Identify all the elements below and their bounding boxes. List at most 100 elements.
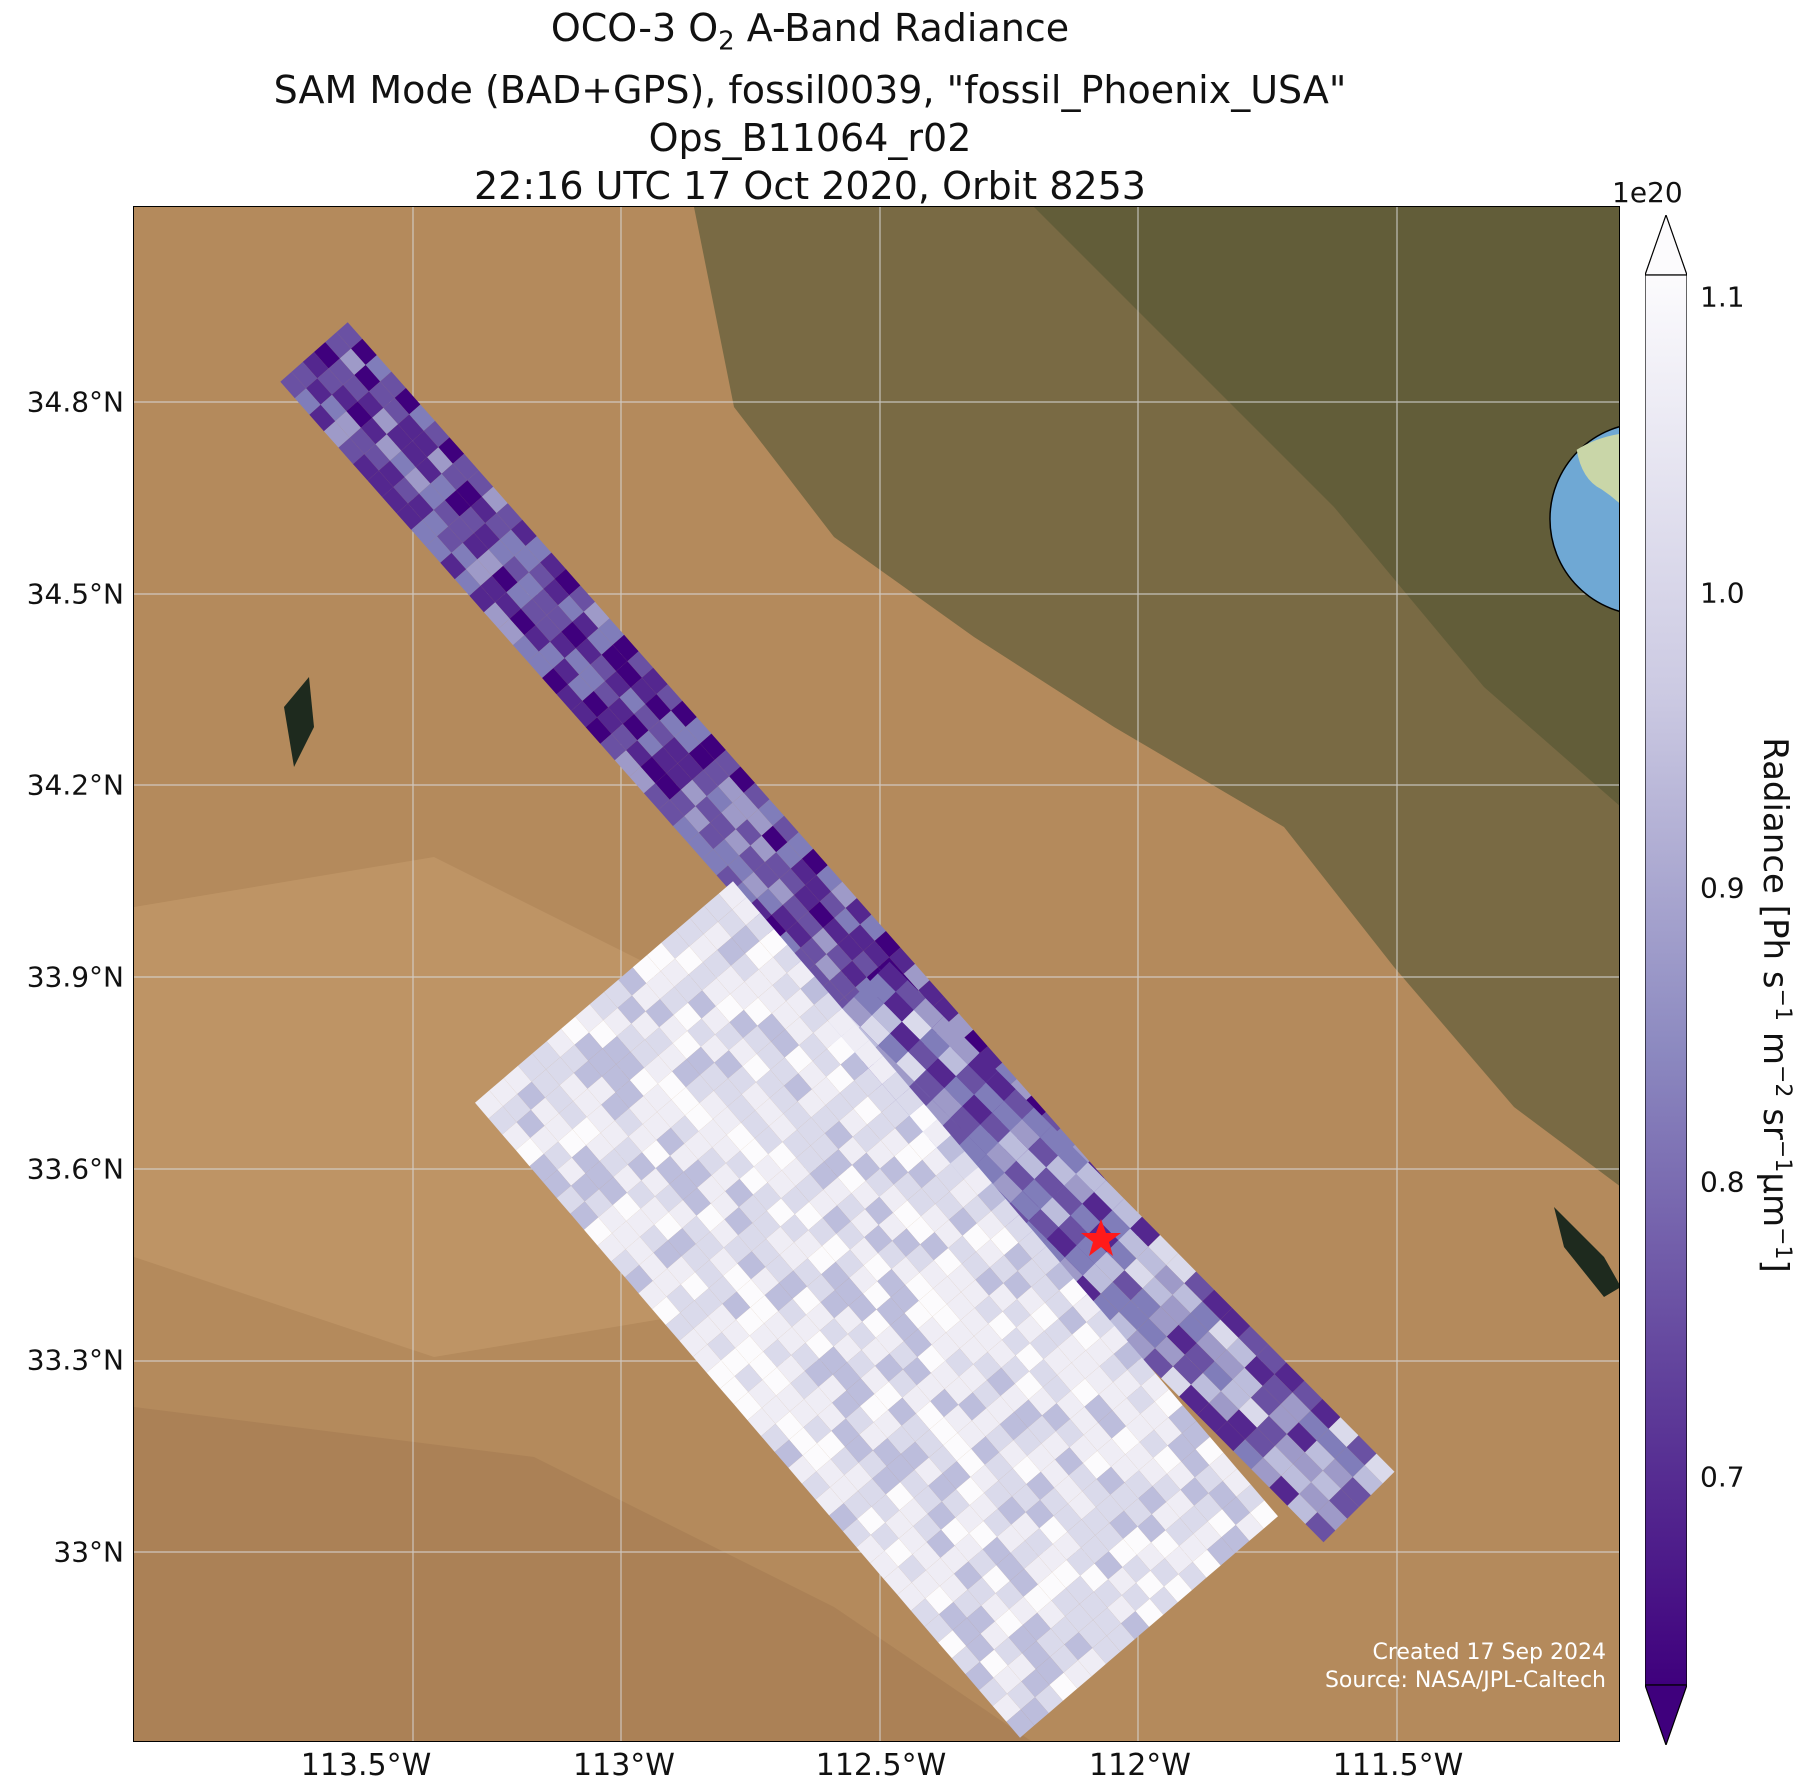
swath-cell-north: [483, 602, 510, 629]
swath-cell-south: [954, 1533, 983, 1562]
swath-cell-east: [1155, 1336, 1185, 1367]
swath-cell-south: [1164, 1574, 1192, 1603]
swath-cell-south: [808, 1217, 837, 1246]
swath-cell-south: [706, 1360, 735, 1389]
swath-cell-north: [811, 927, 838, 955]
swath-cell-east: [980, 1112, 1011, 1143]
swath-cell-south: [942, 1461, 971, 1490]
swath-cell-south: [1065, 1575, 1094, 1604]
swath-cell-north: [961, 1029, 988, 1057]
swath-cell-north: [702, 849, 728, 876]
swath-cell-south: [641, 1168, 670, 1197]
swath-cell-east: [1298, 1410, 1329, 1441]
lon-label: 112.5°W: [815, 1748, 947, 1783]
swath-cell-south: [1037, 1600, 1066, 1629]
swath-cell-south: [700, 1034, 729, 1063]
swath-cell-south: [1166, 1461, 1195, 1490]
swath-cell-south: [599, 1148, 628, 1177]
swath-cell-north: [819, 891, 846, 918]
lat-label: 33°N: [53, 1535, 124, 1569]
swath-cell-south: [1221, 1525, 1250, 1554]
swath-cell-south: [740, 1138, 769, 1167]
swath-cell-east: [1136, 1246, 1167, 1277]
swath-cell-south: [1127, 1357, 1156, 1386]
swath-cell-south: [659, 986, 688, 1015]
swath-cell-south: [653, 1240, 682, 1269]
swath-cell-south: [894, 1144, 923, 1173]
swath-cell-south: [834, 1277, 863, 1306]
swath-cell-south: [733, 1392, 762, 1421]
swath-cell-south: [959, 1336, 988, 1365]
swath-cell-south: [856, 1534, 885, 1564]
swath-cell-south: [1029, 1359, 1058, 1388]
swath-cell-south: [900, 1441, 929, 1470]
swath-cell-south: [985, 1424, 1014, 1453]
lat-label: 34.8°N: [26, 385, 124, 419]
swath-cell-north: [918, 980, 945, 1007]
swath-cell-east: [1275, 1434, 1305, 1465]
swath-cell-south: [683, 1159, 712, 1188]
swath-cell-east: [1293, 1452, 1323, 1483]
swath-cell-south: [573, 1088, 602, 1117]
swath-cell-north: [903, 963, 930, 991]
swath-cell-south: [561, 1016, 589, 1045]
swath-cell-east: [914, 1069, 945, 1100]
swath-cell-east: [1010, 1119, 1040, 1150]
swath-cell-south: [475, 1090, 503, 1119]
swath-cell-south: [721, 1348, 749, 1377]
swath-cell-east: [1107, 1311, 1137, 1342]
swath-cell-south: [531, 1069, 560, 1098]
swath-cell-south: [701, 1006, 730, 1035]
swath-cell-south: [878, 1212, 907, 1241]
swath-cell-north: [452, 453, 479, 481]
swath-cell-south: [956, 1448, 985, 1477]
swath-cell-south: [1078, 1648, 1106, 1677]
swath-cell-south: [762, 1367, 791, 1396]
swath-cell-east: [1034, 1167, 1065, 1198]
swath-cell-north: [469, 585, 496, 613]
swath-cell-south: [717, 937, 746, 966]
swath-cell-south: [1072, 1322, 1101, 1351]
swath-cell-south: [778, 1298, 807, 1327]
swath-cell-north: [561, 621, 588, 649]
swath-cell-south: [574, 1032, 603, 1061]
swath-cell-south: [1207, 1537, 1235, 1566]
swath-cell-south: [1235, 1512, 1264, 1541]
swath-cell-east: [1166, 1324, 1197, 1355]
swath-cell-north: [499, 529, 526, 556]
swath-cell-south: [911, 1570, 940, 1599]
swath-cell-south: [584, 1217, 612, 1246]
swath-cell-south: [1195, 1436, 1224, 1466]
map-panel[interactable]: [133, 206, 1620, 1742]
swath-cell-south: [895, 1115, 923, 1144]
swath-cell-south: [1059, 1278, 1088, 1307]
swath-cell-south: [883, 1566, 912, 1595]
swath-cell-north: [415, 457, 442, 484]
swath-cell-south: [999, 1411, 1028, 1441]
swath-cell-south: [994, 1609, 1023, 1638]
swath-cell-south: [703, 921, 732, 950]
swath-cell-east: [1341, 1477, 1371, 1507]
swath-cell-south: [766, 1226, 794, 1255]
swath-cell-south: [643, 1083, 672, 1112]
swath-cell-south: [575, 1004, 604, 1033]
swath-cell-south: [979, 1649, 1008, 1678]
swath-cell-north: [739, 845, 765, 872]
swath-cell-north: [947, 1013, 974, 1040]
swath-cell-south: [1136, 1542, 1165, 1571]
swath-cell-south: [890, 1284, 919, 1314]
swath-cell-south: [1050, 1616, 1079, 1645]
swath-cell-south: [1083, 1422, 1112, 1451]
swath-cell-south: [669, 1171, 698, 1200]
swath-cell-south: [807, 1246, 836, 1275]
swath-cell-north: [430, 473, 457, 501]
swath-cell-east: [974, 1082, 1004, 1113]
swath-cell-east: [1215, 1421, 1246, 1452]
swath-cell-south: [604, 979, 632, 1008]
swath-cell-north: [695, 796, 722, 823]
swath-cell-south: [965, 1661, 994, 1691]
swath-cell-south: [885, 1510, 914, 1539]
swath-cell-north: [663, 737, 689, 764]
swath-cell-south: [750, 1295, 779, 1324]
swath-cell-south: [1154, 1389, 1183, 1418]
